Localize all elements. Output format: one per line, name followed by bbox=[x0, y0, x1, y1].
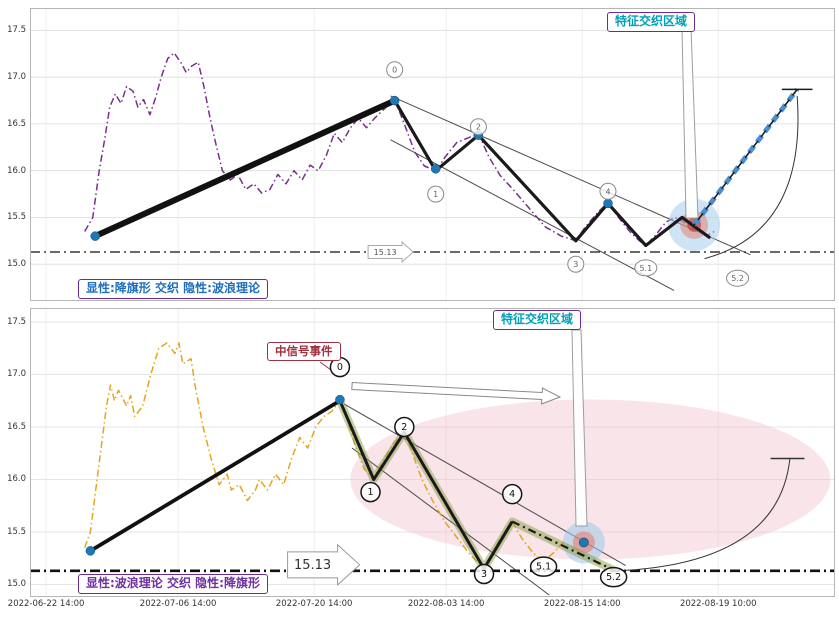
x-tick-label: 2022-07-20 14:00 bbox=[275, 599, 353, 609]
projection-curve bbox=[704, 95, 799, 260]
wave-marker-label: 4 bbox=[509, 489, 515, 500]
y-tick-label: 15.5 bbox=[7, 212, 26, 223]
wave-marker-label: 5.2 bbox=[606, 572, 621, 583]
wave-marker-label: 1 bbox=[433, 190, 438, 199]
pivot-dot bbox=[579, 537, 589, 548]
impulse-line bbox=[88, 398, 342, 553]
wave-marker-label: 3 bbox=[573, 260, 578, 269]
panel-border bbox=[30, 308, 835, 597]
wave-marker bbox=[473, 563, 495, 585]
panel-border bbox=[30, 8, 835, 301]
wave-marker bbox=[469, 118, 487, 136]
pivot-dot bbox=[90, 231, 100, 241]
pivot-dot bbox=[430, 164, 441, 174]
wave-marker bbox=[599, 182, 617, 200]
y-tick-label: 16.0 bbox=[7, 474, 26, 485]
price-tag-text: 15.13 bbox=[294, 558, 331, 573]
feature-zone-arrow bbox=[571, 329, 588, 527]
y-tick-label: 17.0 bbox=[7, 72, 26, 83]
y-tick-label: 17.0 bbox=[7, 369, 26, 380]
wave-marker-label: 2 bbox=[401, 422, 407, 433]
wave-marker bbox=[726, 269, 750, 287]
x-tick-label: 2022-08-19 10:00 bbox=[679, 599, 757, 609]
bottom-chart-panel: 15.13 0 1 2 3 4 5.1 5.2 bbox=[30, 308, 835, 597]
pattern-legend-label-top: 显性:降旗形 交织 隐性:波浪理论 bbox=[78, 279, 268, 299]
price-tag bbox=[287, 543, 361, 586]
pivot-dot bbox=[335, 394, 345, 405]
wave-marker bbox=[529, 556, 558, 577]
trend-line-dashed bbox=[511, 520, 616, 572]
wave-marker-label: 3 bbox=[481, 569, 487, 580]
wave-marker bbox=[634, 259, 658, 277]
wave-marker bbox=[567, 255, 585, 273]
wave-marker bbox=[599, 566, 628, 588]
signal-event-label: 中信号事件 bbox=[267, 342, 341, 362]
y-tick-label: 15.0 bbox=[7, 259, 26, 270]
pattern-legend-label-bottom: 显性:波浪理论 交织 隐性:降旗形 bbox=[78, 574, 268, 594]
wave-marker-label: 4 bbox=[605, 187, 610, 196]
wave-marker bbox=[501, 483, 523, 505]
wave-marker-label: 0 bbox=[337, 362, 343, 373]
x-tick-label: 2022-08-15 14:00 bbox=[543, 599, 621, 609]
y-tick-label: 16.5 bbox=[7, 118, 26, 129]
trend-line bbox=[94, 99, 712, 248]
wave-marker bbox=[394, 416, 415, 438]
wave-marker-label: 5.2 bbox=[731, 274, 744, 283]
feature-zone-arrow bbox=[681, 27, 699, 219]
pivot-dot bbox=[389, 95, 400, 106]
wave-marker-label: 5.1 bbox=[639, 264, 652, 273]
price-tag-text: 15.13 bbox=[374, 248, 397, 257]
y-tick-label: 15.5 bbox=[7, 526, 26, 537]
y-tick-label: 17.5 bbox=[7, 25, 26, 36]
y-tick-label: 16.0 bbox=[7, 165, 26, 176]
wave-marker bbox=[386, 61, 404, 79]
projection-arrow-core bbox=[693, 88, 798, 226]
price-tag bbox=[367, 240, 414, 264]
y-tick-label: 16.5 bbox=[7, 421, 26, 432]
x-tick-label: 2022-06-22 14:00 bbox=[7, 599, 85, 609]
wave-marker bbox=[427, 185, 445, 203]
feature-zone-label-bottom: 特征交织区域 bbox=[493, 310, 582, 330]
top-chart-panel: 15.13 0 1 2 3 4 5.1 5.2 bbox=[30, 8, 835, 301]
projection-curve bbox=[617, 458, 791, 572]
y-tick-label: 15.0 bbox=[7, 579, 26, 590]
wave-marker bbox=[360, 481, 381, 503]
signal-connector bbox=[319, 361, 332, 371]
feature-zone-label-top: 特征交织区域 bbox=[607, 12, 696, 32]
pivot-dot bbox=[603, 198, 613, 209]
wave-marker-label: 2 bbox=[476, 123, 481, 132]
pivot-dot bbox=[85, 546, 96, 556]
price-series bbox=[84, 52, 717, 247]
impulse-line bbox=[92, 97, 398, 240]
direction-arrow bbox=[351, 381, 562, 405]
wave-marker-label: 5.1 bbox=[536, 562, 551, 573]
wave-marker-label: 0 bbox=[392, 66, 397, 75]
x-tick-label: 2022-07-06 14:00 bbox=[139, 599, 217, 609]
x-tick-label: 2022-08-03 14:00 bbox=[407, 599, 485, 609]
y-tick-label: 17.5 bbox=[7, 316, 26, 327]
channel-line bbox=[390, 139, 675, 291]
wave-marker-label: 1 bbox=[367, 487, 373, 498]
highlight-ellipse bbox=[350, 399, 831, 560]
